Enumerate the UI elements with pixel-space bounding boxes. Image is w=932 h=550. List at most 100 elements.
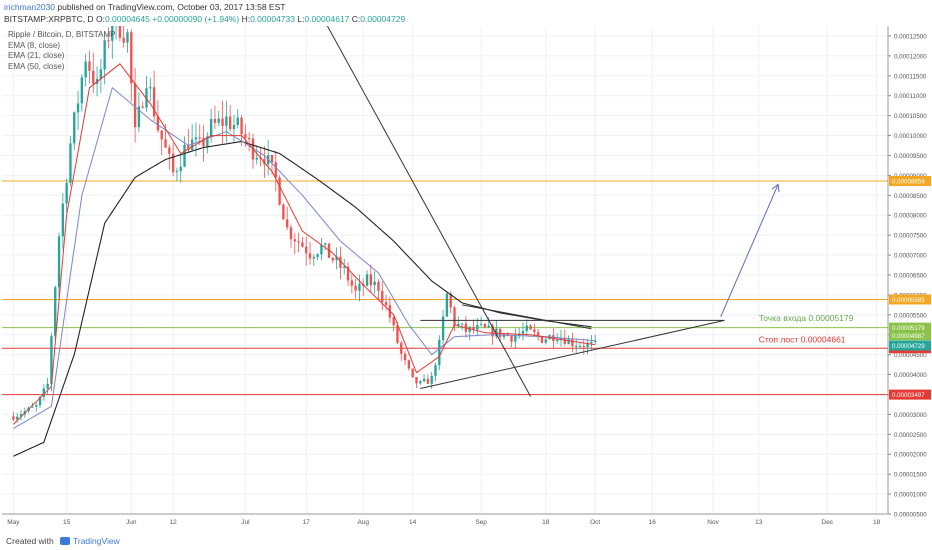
legend-title: Ripple / Bitcoin, D, BITSTAMP <box>8 30 116 39</box>
footer: Created with TradingView <box>0 530 932 550</box>
candle-body <box>586 343 589 348</box>
candle-body <box>415 376 418 384</box>
author-link[interactable]: irichman2030 <box>4 2 56 12</box>
candle-body <box>175 171 179 173</box>
candle-body <box>92 70 95 84</box>
candle-body <box>168 147 171 154</box>
candle-body <box>130 32 133 84</box>
candle-body <box>57 236 61 288</box>
indicator-legend: Ripple / Bitcoin, D, BITSTAMP EMA (8, cl… <box>8 30 115 72</box>
y-tick-label: 0.00008000 <box>894 213 927 220</box>
y-tick-label: 0.00010500 <box>894 113 927 120</box>
candle-body <box>350 280 354 286</box>
x-tick-label: 18 <box>873 519 881 526</box>
candle-body <box>35 405 38 407</box>
x-tick-label: May <box>7 519 20 526</box>
candle-body <box>365 274 369 286</box>
y-tick-label: 0.00012500 <box>894 33 927 40</box>
level-badge <box>889 176 931 187</box>
candle-body <box>324 243 327 245</box>
x-tick-label: Sep <box>475 519 487 526</box>
candle-body <box>316 254 319 257</box>
candle-body <box>103 40 106 70</box>
x-tick-label: 13 <box>755 519 763 526</box>
candle-body <box>335 256 338 261</box>
candle-body <box>244 134 247 139</box>
tradingview-brand-label: TradingView <box>73 536 120 546</box>
trendlines[interactable] <box>318 26 778 397</box>
y-tick-label: 0.00005500 <box>894 312 927 319</box>
candle-body <box>339 256 342 268</box>
x-tick-label: 15 <box>63 519 71 526</box>
candle-body <box>31 406 34 408</box>
candle-body <box>293 239 296 242</box>
y-tick-label: 0.00006500 <box>894 272 927 279</box>
legend-ema21[interactable]: EMA (21, close) <box>8 51 65 60</box>
x-tick-label: Aug <box>357 519 369 526</box>
candle-body <box>449 293 452 308</box>
candle-body <box>331 257 335 261</box>
candle-body <box>521 330 525 334</box>
x-tick-label: 16 <box>649 519 657 526</box>
candle-body <box>575 345 578 347</box>
candle-body <box>179 166 182 172</box>
candle-body <box>65 182 68 204</box>
high-value: 0.00004733 <box>250 14 295 24</box>
level-badge-label: 0.00003497 <box>892 392 925 399</box>
candle-body <box>221 118 224 126</box>
candle-body <box>111 26 114 41</box>
candle-body <box>80 77 84 104</box>
candle-body <box>202 137 205 147</box>
candle-body <box>255 157 258 160</box>
legend-ema8[interactable]: EMA (8, close) <box>8 40 61 50</box>
publish-line: irichman2030 published on TradingView.co… <box>4 2 285 12</box>
price-chart[interactable]: Точка входа 0.00005179 Стоп лост 0.000046… <box>0 26 932 530</box>
candle-body <box>54 287 57 337</box>
candle-body <box>88 61 91 71</box>
candle-body <box>209 118 213 137</box>
candlesticks <box>12 26 597 423</box>
candle-body <box>472 326 475 330</box>
y-tick-label: 0.00002000 <box>894 452 927 459</box>
candle-body <box>419 381 422 384</box>
candle-body <box>555 339 559 342</box>
y-tick-label: 0.00012000 <box>894 53 927 60</box>
candle-body <box>460 323 464 325</box>
candle-body <box>377 281 380 291</box>
y-tick-label: 0.00000500 <box>894 512 927 519</box>
candle-body <box>476 325 479 330</box>
tradingview-brand[interactable]: TradingView <box>60 536 120 546</box>
candle-body <box>426 378 430 384</box>
candle-body <box>457 323 460 326</box>
candle-body <box>407 360 411 369</box>
candle-body <box>198 137 201 139</box>
y-tick-label: 0.00007000 <box>894 253 927 260</box>
candle-body <box>270 154 274 163</box>
candle-body <box>301 242 304 247</box>
publish-text: published on TradingView.com, October 03… <box>55 2 286 12</box>
candle-body <box>430 375 433 384</box>
price-badge <box>889 340 931 351</box>
candle-body <box>99 69 103 79</box>
ohlc-line: BITSTAMP:XRPBTC, D O:0.00004645 +0.00000… <box>4 14 405 24</box>
candle-body <box>137 106 141 128</box>
candle-body <box>373 281 376 286</box>
candle-body <box>171 153 175 173</box>
candle-body <box>510 335 513 342</box>
candle-body <box>19 414 23 417</box>
candle-body <box>69 143 72 183</box>
target-arrow <box>720 185 778 318</box>
candle-body <box>206 136 209 147</box>
trendline <box>420 319 725 390</box>
candle-body <box>61 203 65 237</box>
ema-lines <box>13 63 596 457</box>
ema8-line <box>13 63 596 425</box>
candle-body <box>434 365 437 376</box>
x-tick-label: 17 <box>303 519 311 526</box>
legend-ema50[interactable]: EMA (50, close) <box>8 61 65 71</box>
candle-body <box>533 329 536 333</box>
candle-body <box>544 339 547 343</box>
candle-body <box>282 204 285 220</box>
candle-body <box>278 177 281 205</box>
axes: 0.00012500 0.00012000 0.00011500 0.00011000… <box>2 26 931 526</box>
